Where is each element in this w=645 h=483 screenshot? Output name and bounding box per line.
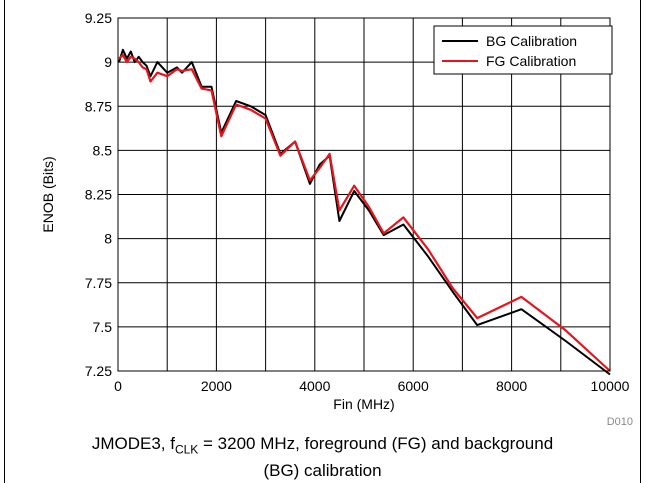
plot-border	[117, 17, 611, 372]
y-tick-label: 9.25	[85, 10, 112, 26]
caption-line-2: (BG) calibration	[263, 461, 382, 481]
y-tick-label: 7.5	[93, 319, 113, 335]
series-line-fg-calibration	[118, 53, 611, 372]
x-tick-label: 0	[114, 378, 122, 394]
y-tick-label: 7.25	[85, 363, 112, 379]
caption-subscript: CLK	[174, 442, 199, 457]
y-tick-label: 8	[104, 231, 112, 247]
x-tick-label: 10000	[591, 378, 630, 394]
x-axis-label: Fin (MHz)	[333, 396, 394, 412]
caption-line-1: JMODE3, fCLK = 3200 MHz, foreground (FG)…	[10, 433, 635, 460]
series-line-bg-calibration	[118, 48, 611, 376]
x-tick-label: 4000	[299, 378, 330, 394]
figure-caption: JMODE3, fCLK = 3200 MHz, foreground (FG)…	[10, 433, 635, 481]
series-layer	[118, 48, 611, 376]
y-tick-label: 9	[104, 54, 112, 70]
y-tick-label: 8.25	[85, 187, 112, 203]
legend-label: BG Calibration	[486, 33, 577, 49]
y-tick-label: 7.75	[85, 275, 112, 291]
figure-frame-right	[640, 0, 641, 483]
figure-frame-left	[4, 0, 5, 483]
tick-labels: 0 2000 4000 6000 8000 10000 7.25 7.5 7.75 8 8.25 8.…	[85, 10, 630, 394]
x-tick-label: 6000	[398, 378, 429, 394]
legend-label: FG Calibration	[486, 53, 576, 69]
legend: BG Calibration FG Calibration	[433, 25, 613, 75]
caption-main: JMODE3, f	[91, 434, 175, 453]
caption-rest: = 3200 MHz, foreground (FG) and backgrou…	[198, 434, 554, 453]
legend-box	[433, 25, 613, 75]
x-tick-label: 2000	[201, 378, 232, 394]
figure-code: D010	[606, 416, 633, 428]
y-axis-label: ENOB (Bits)	[40, 156, 56, 232]
y-tick-label: 8.75	[85, 98, 112, 114]
x-tick-label: 8000	[496, 378, 527, 394]
y-tick-label: 8.5	[93, 142, 113, 158]
